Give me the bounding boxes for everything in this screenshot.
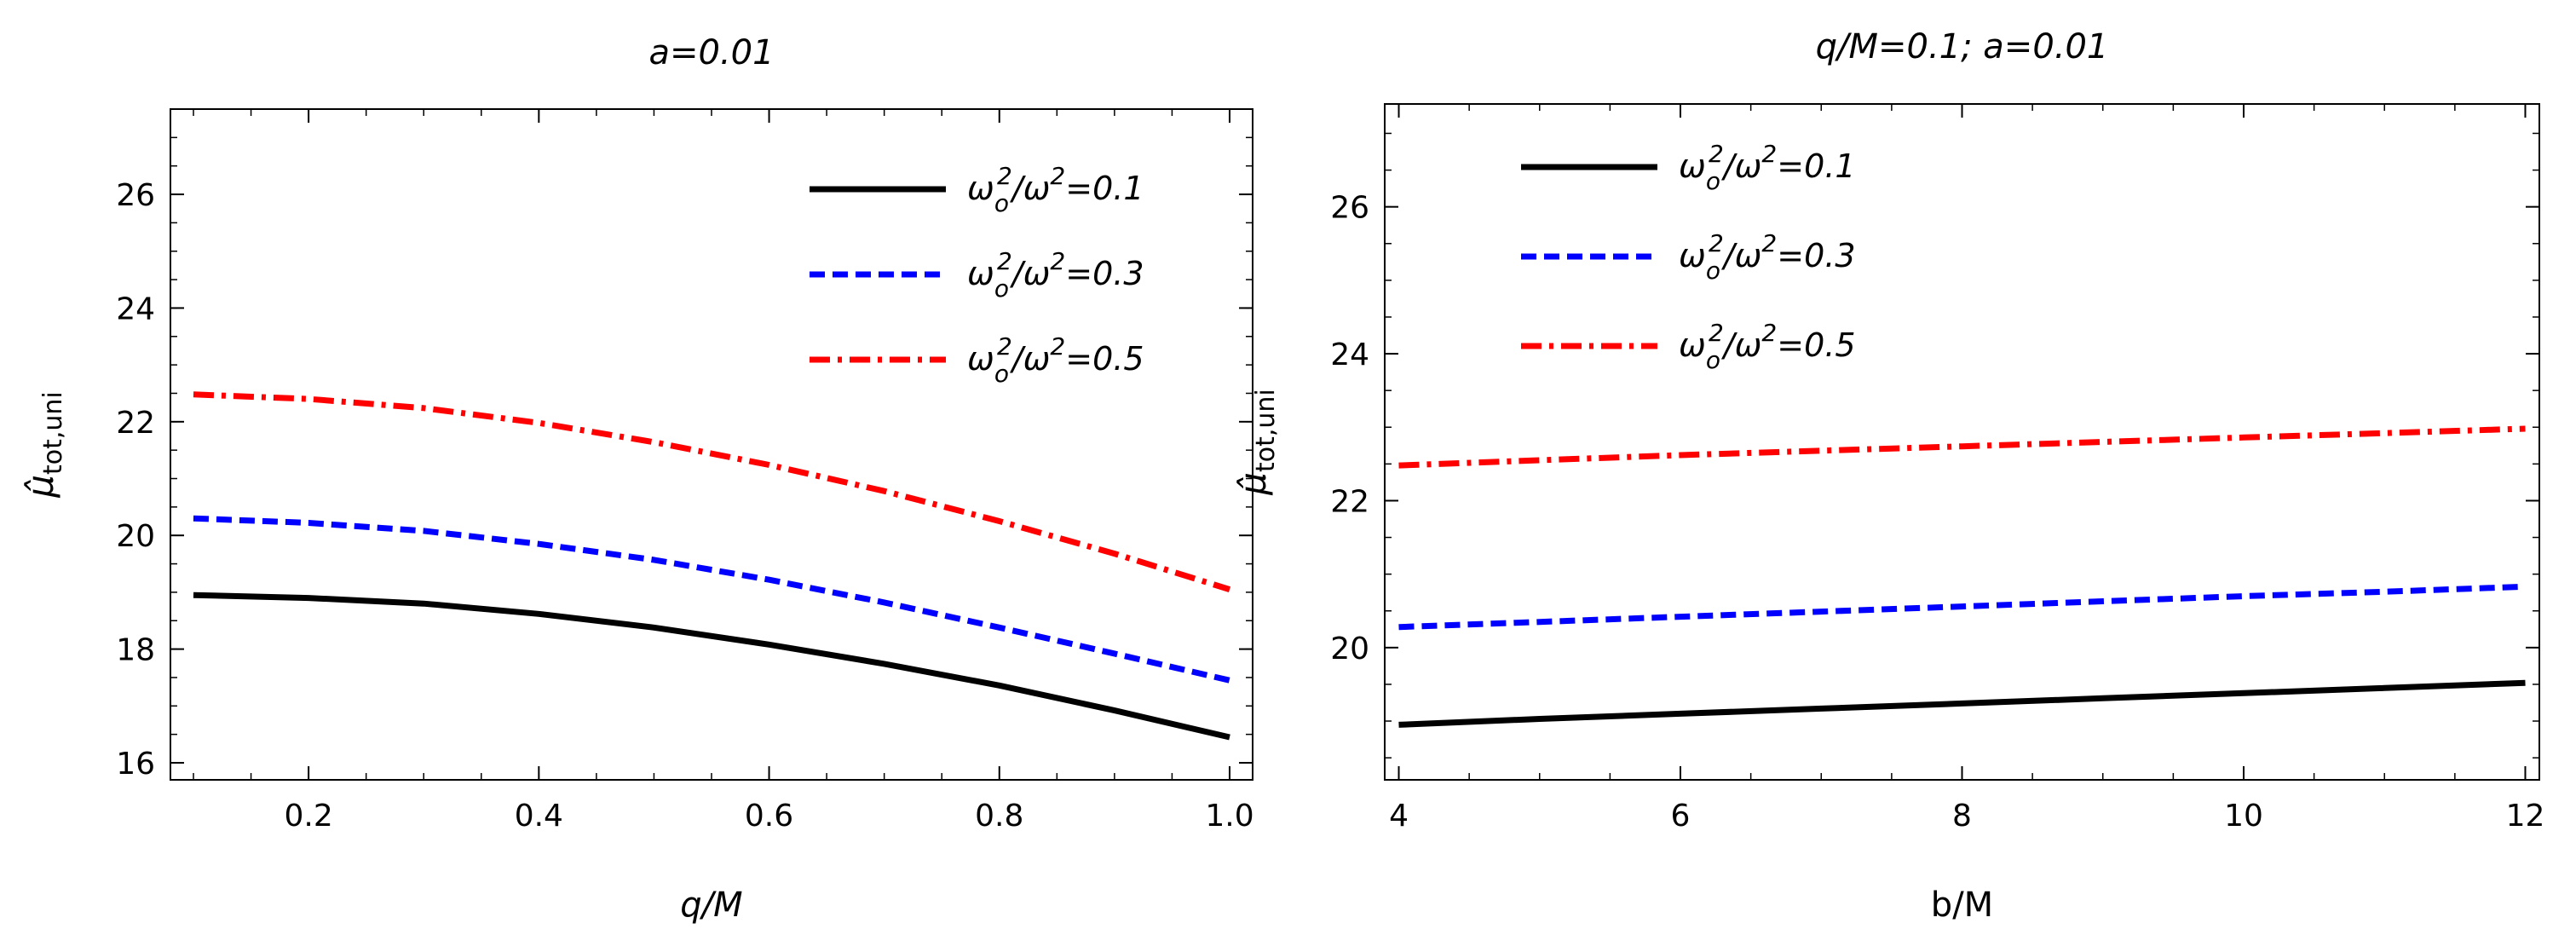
x-axis-label: q/M <box>680 886 742 925</box>
y-axis-symbol: μ̂ <box>1232 472 1274 496</box>
legend-label-2: ωo2/ω2=0.3 <box>967 247 1144 303</box>
y-tick-label: 18 <box>116 633 155 668</box>
x-tick-label: 6 <box>1671 799 1691 834</box>
y-tick-label: 24 <box>1330 338 1369 372</box>
series-line-3 <box>1398 425 2526 469</box>
y-tick-label: 26 <box>116 178 155 213</box>
legend-label-1: ωo2/ω2=0.1 <box>1679 140 1856 195</box>
x-tick-label: 0.2 <box>284 799 332 834</box>
y-axis-subscript: tot,uni <box>38 391 68 475</box>
y-tick-label: 24 <box>116 291 155 326</box>
x-tick-label: 0.8 <box>975 799 1023 834</box>
legend-label-2: ωo2/ω2=0.3 <box>1679 229 1856 285</box>
chart-title: a=0.01 <box>648 33 774 72</box>
x-tick-label: 0.6 <box>745 799 793 834</box>
legend-label-3: ωo2/ω2=0.5 <box>1679 319 1856 374</box>
series-line-1 <box>193 591 1230 741</box>
y-tick-label: 22 <box>116 406 155 441</box>
series-line-3 <box>193 391 1231 592</box>
y-tick-label: 20 <box>1330 632 1369 666</box>
series-line-1 <box>1398 679 2526 728</box>
y-tick-label: 22 <box>1330 484 1369 519</box>
x-tick-label: 0.4 <box>515 799 563 834</box>
y-axis-symbol: μ̂ <box>20 475 61 499</box>
x-axis-label: b/M <box>1931 886 1993 925</box>
y-axis-subscript: tot,uni <box>1251 389 1281 472</box>
legend-label-3: ωo2/ω2=0.5 <box>967 332 1144 388</box>
series-line-2 <box>1398 583 2526 631</box>
x-tick-label: 4 <box>1389 799 1409 834</box>
plot-frame <box>170 108 1253 781</box>
chart-2: 4 6 8 10 12 20 22 24 26 q/M=0.1; a=0.01 b/M μ̂tot,u… <box>1232 27 2544 925</box>
x-tick-label: 1.0 <box>1205 799 1253 834</box>
x-tick-label: 8 <box>1952 799 1972 834</box>
y-tick-label: 26 <box>1330 191 1369 226</box>
x-tick-label: 10 <box>2224 799 2263 834</box>
series-line-2 <box>193 515 1230 684</box>
y-axis-label: μ̂tot,uni <box>20 391 68 499</box>
y-tick-label: 20 <box>116 519 155 554</box>
y-tick-label: 16 <box>116 747 155 782</box>
legend-label-1: ωo2/ω2=0.1 <box>967 162 1144 217</box>
plot-frame <box>1384 103 2540 781</box>
chart-title: q/M=0.1; a=0.01 <box>1816 27 2109 66</box>
y-axis-label: μ̂tot,uni <box>1232 389 1281 496</box>
x-tick-label: 12 <box>2506 799 2545 834</box>
chart-1: 0.2 0.4 0.6 0.8 1.0 16 18 20 22 24 26 a=0.01 q/M μ̂to… <box>20 33 1254 925</box>
